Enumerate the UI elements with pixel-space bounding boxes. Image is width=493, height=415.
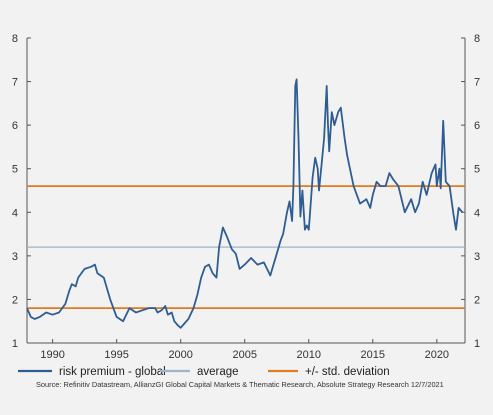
y-tick-label-left: 3	[12, 251, 18, 263]
source-note: Source: Refinitiv Datastream, AllianzGI …	[36, 380, 444, 389]
y-tick-label-right: 6	[474, 120, 480, 132]
y-tick-label-right: 7	[474, 77, 480, 89]
legend-std-deviation: +/- std. deviation	[268, 366, 390, 378]
legend-risk-premium: risk premium - global	[18, 366, 166, 378]
y-tick-label-left: 7	[12, 77, 18, 89]
x-tick-label: 2015	[361, 349, 385, 361]
x-tick-label: 1995	[104, 349, 128, 361]
x-tick-label: 2005	[232, 349, 256, 361]
y-tick-label-right: 5	[474, 164, 480, 176]
y-tick-label-left: 2	[12, 294, 18, 306]
x-tick-label: 2020	[425, 349, 449, 361]
x-tick-label: 1990	[40, 349, 64, 361]
y-tick-label-right: 1	[474, 338, 480, 350]
risk-premium-line	[26, 78, 464, 329]
x-tick-label: 2010	[297, 349, 321, 361]
x-tick-label: 2000	[168, 349, 192, 361]
legend-average: average	[160, 366, 239, 378]
y-tick-label-left: 5	[12, 164, 18, 176]
legend-label: risk premium - global	[59, 366, 166, 378]
y-tick-label-left: 1	[12, 338, 18, 350]
y-tick-label-left: 8	[12, 33, 18, 45]
legend-label: +/- std. deviation	[305, 366, 390, 378]
y-tick-label-left: 6	[12, 120, 18, 132]
y-tick-label-right: 2	[474, 294, 480, 306]
y-tick-label-left: 4	[12, 207, 18, 219]
y-tick-label-right: 4	[474, 207, 480, 219]
y-tick-label-right: 8	[474, 33, 480, 45]
y-tick-label-right: 3	[474, 251, 480, 263]
legend-label: average	[197, 366, 239, 378]
